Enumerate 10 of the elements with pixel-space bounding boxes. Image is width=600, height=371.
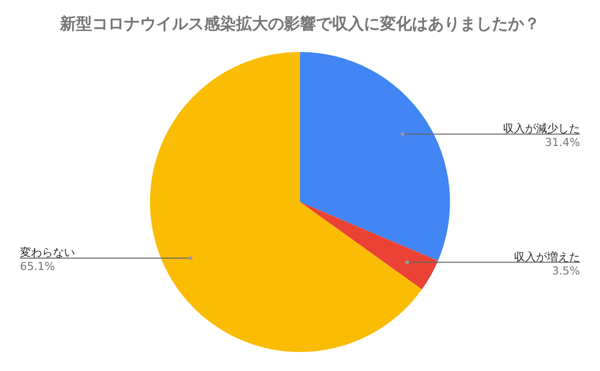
pie-slice: [300, 52, 450, 261]
data-label: 65.1%: [20, 260, 55, 274]
slice-label: 収入が減少した: [503, 122, 580, 136]
pie-slice: [300, 202, 438, 290]
slice-label: 収入が増えた: [514, 250, 580, 264]
slice-label: 変わらない: [20, 246, 75, 260]
data-label: 31.4%: [545, 136, 580, 150]
chart-title: 新型コロナウイルス感染拡大の影響で収入に変化はありましたか？: [59, 14, 540, 33]
pie-slice: [150, 52, 422, 352]
data-label: 3.5%: [552, 264, 580, 278]
